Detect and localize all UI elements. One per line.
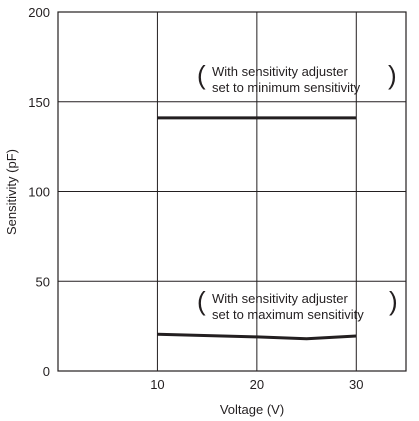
series-lines <box>157 116 357 341</box>
x-axis-label: Voltage (V) <box>220 402 284 417</box>
y-tick-label: 200 <box>28 5 50 20</box>
x-tick-label: 30 <box>349 377 363 392</box>
annotation-maximum-line1: With sensitivity adjuster <box>212 291 348 306</box>
x-tick-label: 10 <box>150 377 164 392</box>
annotation-close-paren: ) <box>388 60 397 90</box>
grid <box>58 12 406 371</box>
x-tick-label: 20 <box>250 377 264 392</box>
series-line-2 <box>157 332 357 341</box>
annotation-minimum: ( With sensitivity adjuster set to minim… <box>197 60 397 95</box>
annotation-open-paren: ( <box>197 60 206 90</box>
annotation-minimum-line2: set to minimum sensitivity <box>212 80 361 95</box>
y-tick-label: 0 <box>43 364 50 379</box>
y-axis-label: Sensitivity (pF) <box>4 149 19 235</box>
annotation-open-paren: ( <box>197 286 206 316</box>
tick-labels: 10 20 30 0 50 100 150 200 <box>28 5 363 392</box>
y-tick-label: 50 <box>36 274 50 289</box>
y-tick-label: 100 <box>28 185 50 200</box>
annotation-maximum-line2: set to maximum sensitivity <box>212 307 364 322</box>
plot-frame <box>57 11 407 372</box>
plot-border <box>57 11 407 372</box>
annotation-maximum: ( With sensitivity adjuster set to maxim… <box>197 286 398 322</box>
y-tick-label: 150 <box>28 95 50 110</box>
annotation-minimum-line1: With sensitivity adjuster <box>212 64 348 79</box>
annotation-close-paren: ) <box>389 286 398 316</box>
